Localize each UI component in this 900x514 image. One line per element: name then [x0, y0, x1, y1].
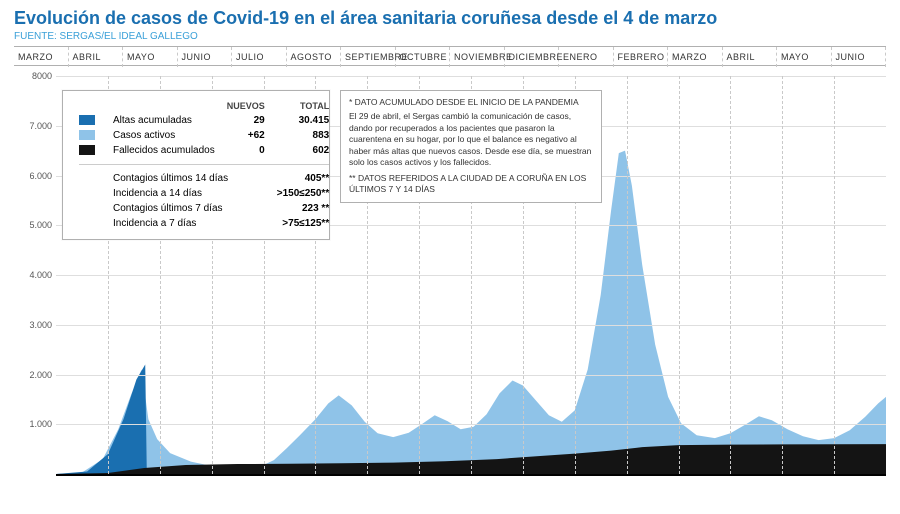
legend-nuevos: +62: [221, 128, 271, 143]
month-label: MAYO: [123, 47, 178, 67]
ytick-label: 5.000: [14, 220, 52, 230]
month-label: OCTUBRE: [396, 47, 451, 67]
ytick-label: 2.000: [14, 370, 52, 380]
legend-total: 30.415: [271, 113, 335, 128]
month-gridline: [730, 76, 731, 474]
legend-swatch: [79, 130, 95, 140]
ytick-label: 3.000: [14, 320, 52, 330]
ytick-label: 6.000: [14, 171, 52, 181]
notes-title: * DATO ACUMULADO DESDE EL INICIO DE LA P…: [349, 97, 593, 108]
legend-label: Incidencia a 7 días: [107, 216, 271, 231]
legend-label: Casos activos: [107, 128, 221, 143]
legend-total: 602: [271, 143, 335, 158]
legend-row: Fallecidos acumulados0602: [73, 143, 335, 158]
legend-total: 883: [271, 128, 335, 143]
month-label: ABRIL: [723, 47, 778, 67]
month-label: SEPTIEMBRE: [341, 47, 396, 67]
month-gridline: [834, 76, 835, 474]
legend-row: Altas acumuladas2930.415: [73, 113, 335, 128]
month-label: JUNIO: [178, 47, 233, 67]
legend-header-total: TOTAL: [271, 99, 335, 113]
ytick-label: 1.000: [14, 419, 52, 429]
legend-total: >150≤250**: [271, 186, 335, 201]
month-label: MARZO: [668, 47, 723, 67]
month-label: MAYO: [777, 47, 832, 67]
month-label: JUNIO: [832, 47, 887, 67]
month-gridline: [782, 76, 783, 474]
month-label: ENERO: [559, 47, 614, 67]
legend-row-secondary: Incidencia a 14 días>150≤250**: [73, 186, 335, 201]
source-line: FUENTE: SERGAS/EL IDEAL GALLEGO: [0, 31, 900, 46]
legend-label: Fallecidos acumulados: [107, 143, 221, 158]
legend-box: NUEVOS TOTAL Altas acumuladas2930.415Cas…: [62, 90, 330, 240]
legend-label: Incidencia a 14 días: [107, 186, 271, 201]
month-label: ABRIL: [69, 47, 124, 67]
notes-box: * DATO ACUMULADO DESDE EL INICIO DE LA P…: [340, 90, 602, 203]
legend-row: Casos activos+62883: [73, 128, 335, 143]
legend-nuevos: 0: [221, 143, 271, 158]
month-gridline: [627, 76, 628, 474]
page-title: Evolución de casos de Covid-19 en el áre…: [0, 0, 900, 31]
ytick-label: 7.000: [14, 121, 52, 131]
legend-total: 223 **: [271, 201, 335, 216]
notes-footer: ** DATOS REFERIDOS A LA CIUDAD DE A CORU…: [349, 173, 593, 196]
legend-row-secondary: Incidencia a 7 días>75≤125**: [73, 216, 335, 231]
legend-row-secondary: Contagios últimos 14 días405**: [73, 171, 335, 186]
month-label: MARZO: [14, 47, 69, 67]
ytick-label: 4.000: [14, 270, 52, 280]
legend-swatch: [79, 115, 95, 125]
notes-body: El 29 de abril, el Sergas cambió la comu…: [349, 111, 593, 168]
legend-total: >75≤125**: [271, 216, 335, 231]
legend-label: Altas acumuladas: [107, 113, 221, 128]
months-axis: MARZOABRILMAYOJUNIOJULIOAGOSTOSEPTIEMBRE…: [14, 46, 886, 66]
month-label: DICIEMBRE: [505, 47, 560, 67]
legend-row-secondary: Contagios últimos 7 días223 **: [73, 201, 335, 216]
month-label: FEBRERO: [614, 47, 669, 67]
month-label: AGOSTO: [287, 47, 342, 67]
month-label: JULIO: [232, 47, 287, 67]
legend-nuevos: 29: [221, 113, 271, 128]
legend-label: Contagios últimos 7 días: [107, 201, 271, 216]
ytick-label: 8000: [14, 71, 52, 81]
legend-total: 405**: [271, 171, 335, 186]
month-gridline: [679, 76, 680, 474]
legend-swatch: [79, 145, 95, 155]
legend-label: Contagios últimos 14 días: [107, 171, 271, 186]
month-label: NOVIEMBRE: [450, 47, 505, 67]
legend-header-nuevos: NUEVOS: [221, 99, 271, 113]
